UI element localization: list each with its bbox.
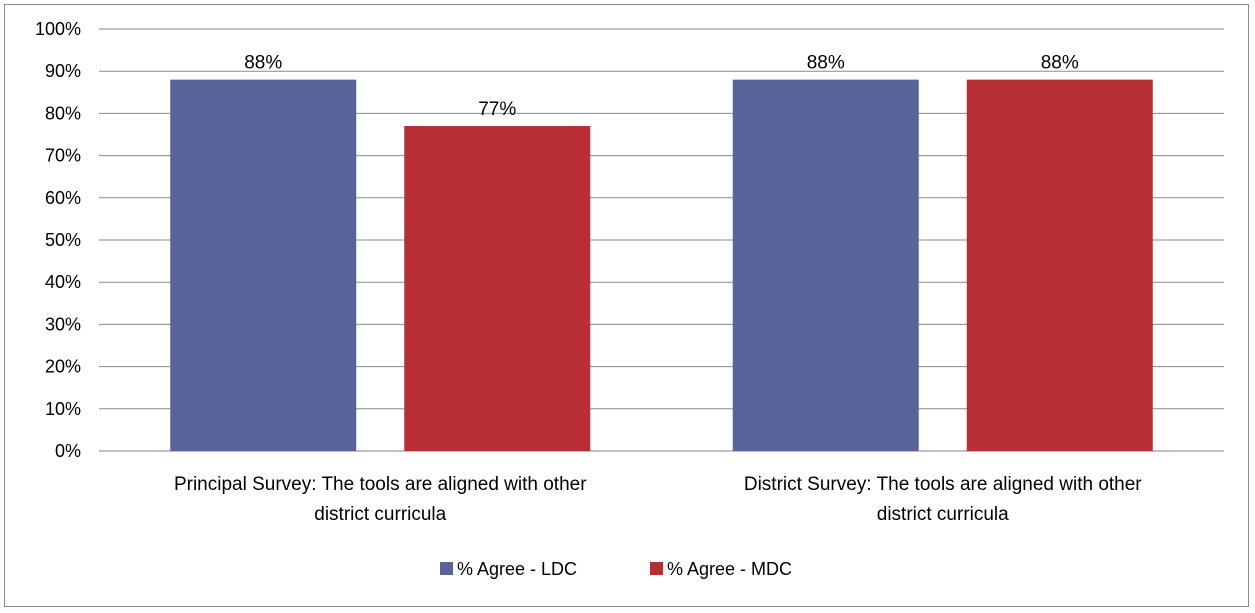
legend-label: % Agree - MDC [667, 559, 792, 579]
y-axis-ticks: 0% 10% 20% 30% 40% 50% 60% 70% 80% 90% 100% [35, 19, 81, 461]
bar [404, 126, 591, 451]
x-category-label: Principal Survey: The tools are aligned … [174, 474, 587, 495]
data-labels: 88% 77% 88% 88% [244, 53, 1079, 120]
y-tick-label: 0% [55, 441, 81, 461]
y-tick-label: 20% [45, 357, 81, 377]
y-tick-label: 60% [45, 188, 81, 208]
data-label: 77% [478, 99, 516, 120]
legend: % Agree - LDC % Agree - MDC [440, 559, 792, 579]
y-tick-label: 80% [45, 103, 81, 123]
data-label: 88% [1041, 53, 1079, 74]
data-label: 88% [807, 53, 845, 74]
bar [966, 79, 1153, 451]
y-tick-label: 90% [45, 61, 81, 81]
y-tick-label: 40% [45, 272, 81, 292]
legend-swatch [650, 562, 663, 575]
y-tick-label: 70% [45, 146, 81, 166]
x-axis-categories: Principal Survey: The tools are aligned … [174, 474, 1142, 525]
bars [170, 79, 1153, 451]
x-category-label: District Survey: The tools are aligned w… [744, 474, 1142, 495]
legend-swatch [440, 562, 453, 575]
x-category-label: district curricula [314, 504, 446, 525]
bar [732, 79, 919, 451]
data-label: 88% [244, 53, 282, 74]
y-tick-label: 50% [45, 230, 81, 250]
y-tick-label: 100% [35, 19, 81, 39]
y-tick-label: 10% [45, 399, 81, 419]
legend-label: % Agree - LDC [457, 559, 577, 579]
x-category-label: district curricula [877, 504, 1009, 525]
bar [170, 79, 357, 451]
y-tick-label: 30% [45, 314, 81, 334]
